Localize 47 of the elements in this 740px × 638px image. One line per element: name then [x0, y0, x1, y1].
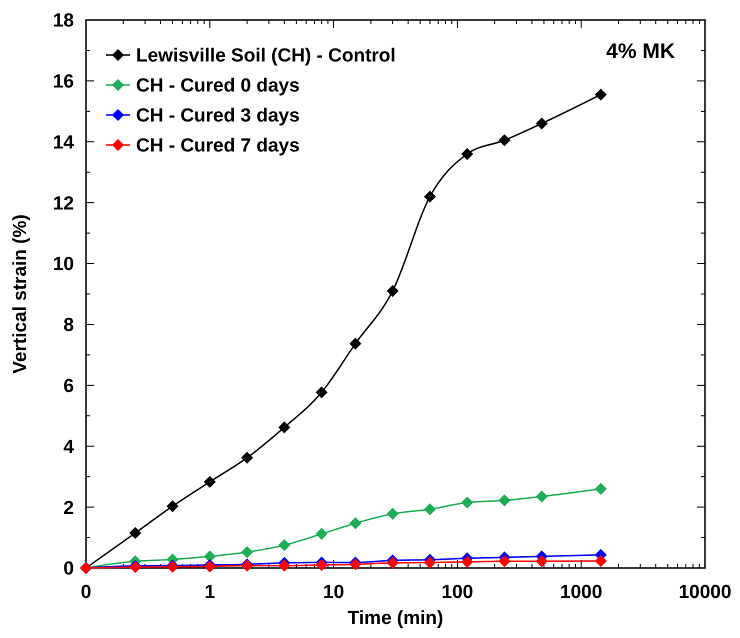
- point: [129, 526, 142, 539]
- legend-label: CH - Cured 0 days: [136, 76, 300, 97]
- y-tick-label: 12: [52, 193, 74, 214]
- legend-label: Lewisville Soil (CH) - Control: [136, 46, 396, 67]
- legend-label: CH - Cured 7 days: [136, 136, 300, 157]
- point: [498, 494, 510, 506]
- y-tick-label: 6: [63, 376, 74, 397]
- y-tick-label: 0: [63, 558, 74, 580]
- point: [461, 148, 474, 160]
- x-tick-label: 10000: [678, 582, 732, 603]
- point: [278, 560, 290, 572]
- point: [498, 134, 510, 146]
- point: [424, 190, 436, 203]
- point: [166, 500, 179, 512]
- x-axis-title: Time (min): [348, 608, 444, 629]
- annotation: 4% MK: [606, 40, 675, 63]
- point: [498, 555, 510, 568]
- y-tick-label: 2: [63, 498, 74, 519]
- x-tick-label: 10: [323, 582, 344, 603]
- point: [536, 490, 548, 502]
- point: [424, 503, 436, 516]
- point: [536, 555, 548, 568]
- x-tick-label: 100: [442, 582, 474, 603]
- x-tick-label: 0: [80, 582, 92, 603]
- point: [278, 539, 290, 552]
- point: [424, 556, 436, 569]
- point: [386, 556, 399, 569]
- y-tick-label: 16: [52, 72, 74, 93]
- y-axis-title: Vertical strain (%): [10, 214, 31, 374]
- point: [204, 476, 216, 488]
- y-tick-label: 4: [63, 436, 74, 458]
- legend-label: CH - Cured 3 days: [136, 106, 300, 127]
- point: [278, 421, 290, 434]
- point: [386, 508, 399, 520]
- point: [461, 496, 474, 509]
- point: [536, 118, 548, 130]
- point: [386, 284, 399, 297]
- y-tick-label: 18: [52, 10, 74, 32]
- point: [461, 556, 474, 568]
- point: [241, 546, 254, 558]
- y-tick-label: 8: [63, 315, 74, 336]
- point: [241, 452, 254, 464]
- y-tick-label: 10: [52, 254, 74, 276]
- x-tick-label: 1000: [560, 582, 602, 603]
- y-tick-label: 14: [52, 132, 74, 154]
- x-tick-label: 1: [204, 582, 216, 603]
- point: [204, 550, 216, 562]
